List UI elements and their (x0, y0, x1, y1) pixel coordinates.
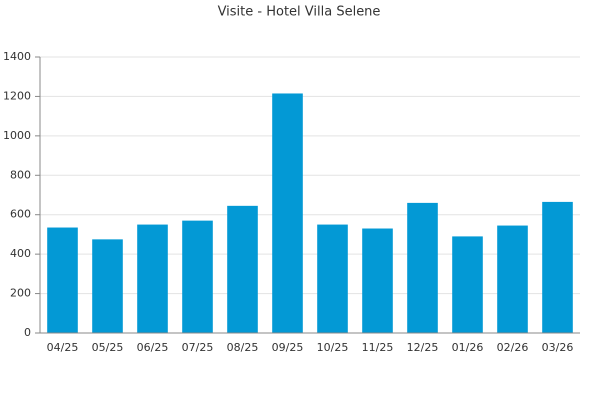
y-tick-label: 1200 (3, 89, 31, 102)
bar (47, 227, 78, 333)
bar (317, 224, 348, 333)
y-tick-label: 800 (10, 168, 31, 181)
x-tick-label: 03/26 (542, 341, 574, 354)
bar (407, 202, 438, 333)
y-tick-label: 200 (10, 287, 31, 300)
bar (227, 205, 258, 333)
bar (92, 239, 123, 333)
bar (497, 225, 528, 333)
bar (452, 236, 483, 333)
x-tick-label: 01/26 (452, 341, 484, 354)
x-tick-label: 11/25 (362, 341, 394, 354)
bar (182, 220, 213, 333)
bar (542, 201, 573, 333)
x-tick-label: 10/25 (317, 341, 349, 354)
y-tick-label: 1400 (3, 50, 31, 63)
x-tick-label: 08/25 (227, 341, 259, 354)
bar (362, 228, 393, 333)
x-tick-label: 12/25 (407, 341, 439, 354)
x-tick-label: 06/25 (137, 341, 169, 354)
x-tick-label: 09/25 (272, 341, 304, 354)
y-tick-label: 400 (10, 247, 31, 260)
y-tick-label: 0 (24, 326, 31, 339)
x-tick-label: 07/25 (182, 341, 214, 354)
y-tick-label: 600 (10, 208, 31, 221)
bar (272, 93, 303, 333)
x-tick-label: 04/25 (47, 341, 79, 354)
x-tick-label: 02/26 (497, 341, 529, 354)
bar (137, 224, 168, 333)
y-tick-label: 1000 (3, 129, 31, 142)
x-tick-label: 05/25 (92, 341, 124, 354)
chart-title: Visite - Hotel Villa Selene (218, 5, 381, 20)
